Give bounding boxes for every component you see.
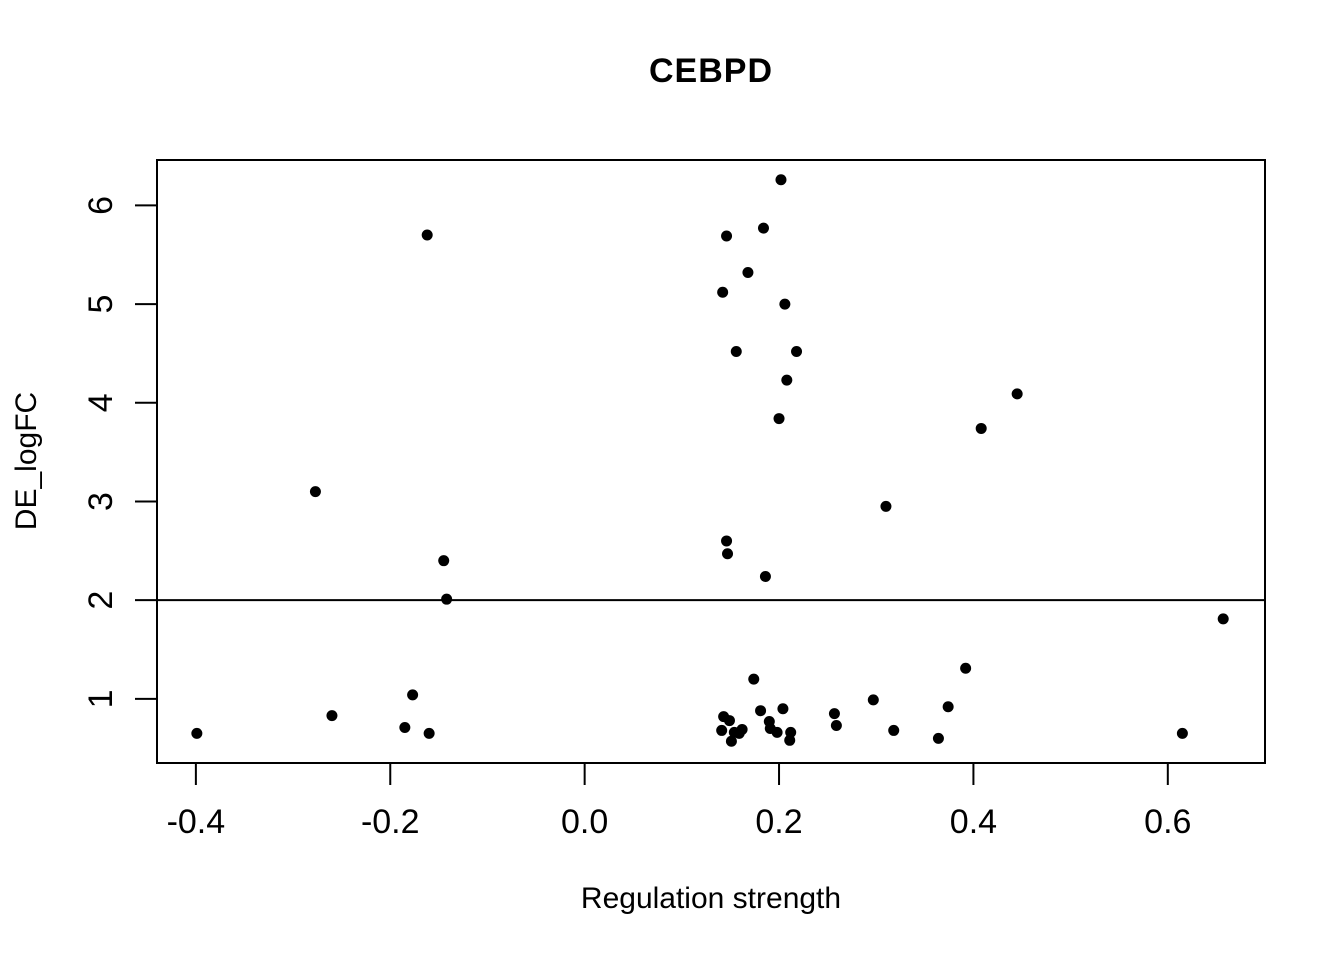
y-axis-label: DE_logFC bbox=[10, 391, 43, 531]
data-point bbox=[730, 345, 742, 357]
data-point bbox=[423, 727, 435, 739]
data-point bbox=[880, 500, 892, 512]
data-point bbox=[779, 298, 791, 310]
x-tick-label: 0.6 bbox=[1144, 803, 1191, 841]
data-point bbox=[721, 230, 733, 242]
data-point bbox=[421, 229, 433, 241]
data-point bbox=[717, 286, 729, 298]
data-point bbox=[716, 724, 728, 736]
data-point bbox=[777, 703, 789, 715]
data-point bbox=[830, 719, 842, 731]
x-axis-label: Regulation strength bbox=[580, 882, 842, 915]
chart-title: CEBPD bbox=[648, 52, 774, 90]
data-point bbox=[784, 734, 796, 746]
data-point bbox=[775, 174, 787, 186]
data-point bbox=[723, 715, 735, 727]
y-tick-label: 4 bbox=[82, 393, 120, 412]
data-point bbox=[942, 701, 954, 713]
data-point bbox=[975, 422, 987, 434]
data-point bbox=[932, 732, 944, 744]
y-tick-label: 3 bbox=[82, 492, 120, 511]
y-tick-label: 1 bbox=[82, 689, 120, 708]
data-point bbox=[721, 535, 733, 547]
y-tick-label: 2 bbox=[82, 591, 120, 610]
data-point bbox=[1217, 613, 1229, 625]
data-point bbox=[742, 267, 754, 279]
x-tick-label: -0.4 bbox=[167, 803, 226, 841]
data-point bbox=[733, 727, 745, 739]
data-point bbox=[748, 673, 760, 685]
data-point bbox=[441, 593, 453, 605]
data-point bbox=[1011, 388, 1023, 400]
data-point bbox=[755, 705, 767, 717]
data-point bbox=[828, 708, 840, 720]
data-point bbox=[781, 374, 793, 386]
data-point bbox=[757, 222, 769, 234]
data-point bbox=[438, 555, 450, 567]
data-point bbox=[791, 345, 803, 357]
data-point bbox=[771, 726, 783, 738]
data-point bbox=[759, 570, 771, 582]
data-point bbox=[407, 689, 419, 701]
data-point bbox=[326, 710, 338, 722]
y-tick-label: 5 bbox=[82, 295, 120, 314]
x-tick-label: -0.2 bbox=[361, 803, 420, 841]
data-point bbox=[1176, 727, 1188, 739]
data-point bbox=[725, 735, 737, 747]
data-point bbox=[399, 721, 411, 733]
x-tick-label: 0.4 bbox=[950, 803, 997, 841]
data-point bbox=[960, 662, 972, 674]
data-point bbox=[888, 724, 900, 736]
data-point bbox=[867, 694, 879, 706]
data-point bbox=[191, 727, 203, 739]
y-tick-label: 6 bbox=[82, 196, 120, 215]
data-point bbox=[722, 548, 734, 560]
plot-frame bbox=[156, 159, 1266, 764]
data-point bbox=[309, 486, 321, 498]
x-tick-label: 0.0 bbox=[561, 803, 608, 841]
data-point bbox=[773, 413, 785, 425]
x-tick-label: 0.2 bbox=[755, 803, 802, 841]
